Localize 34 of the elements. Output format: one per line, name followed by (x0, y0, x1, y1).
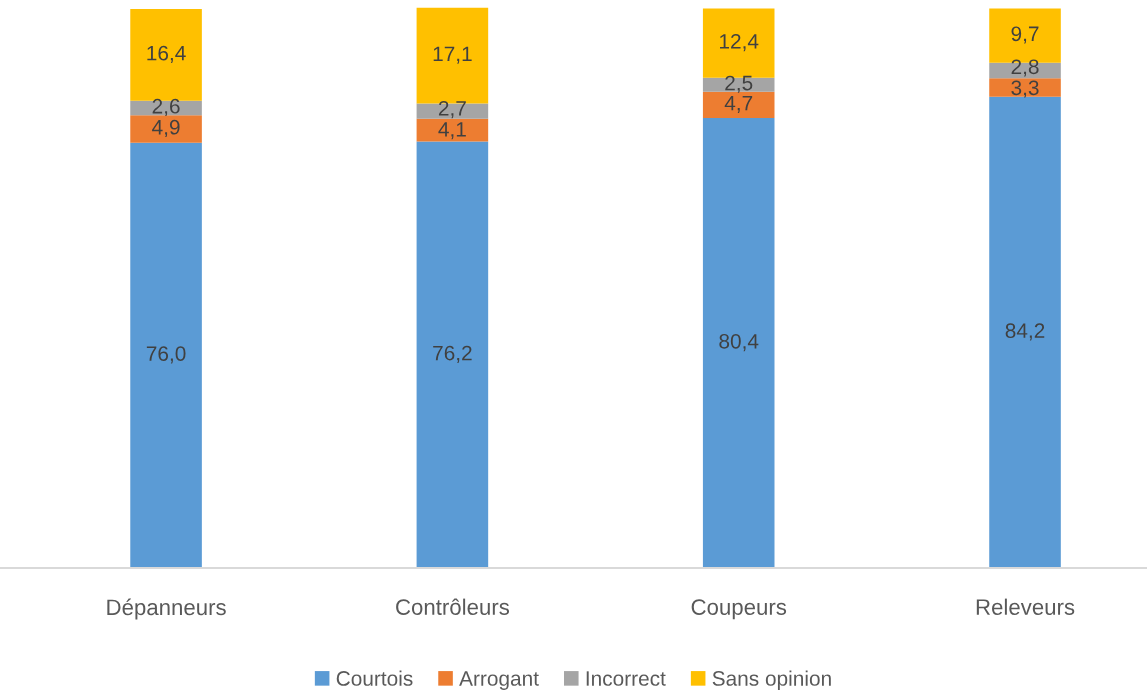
data-label: 2,5 (725, 75, 753, 93)
data-label: 16,4 (147, 45, 186, 63)
x-tick-label: Dépanneurs (107, 598, 226, 620)
x-tick-label: Releveurs (976, 598, 1075, 615)
legend-label: Arrogant (459, 671, 539, 690)
bar (702, 91, 775, 119)
data-label: 4,7 (724, 96, 753, 113)
data-label: 84,2 (1005, 323, 1045, 341)
data-label: 4,1 (438, 122, 466, 140)
legend-label: Courtois (336, 670, 413, 686)
bar (416, 103, 489, 119)
bar (989, 78, 1061, 97)
data-label: 4,9 (152, 119, 180, 138)
bar (130, 115, 202, 143)
data-label: 2,8 (1011, 59, 1039, 77)
legend-label: Sans opinion (712, 670, 831, 690)
data-label: 17,1 (433, 46, 472, 64)
bar (702, 77, 775, 92)
data-label: 80,4 (719, 333, 759, 352)
x-tick-label: Contrôleurs (396, 598, 510, 615)
data-label: 76,2 (433, 345, 472, 363)
data-label: 76,0 (146, 346, 186, 364)
bar (130, 142, 202, 569)
data-label: 2,7 (438, 100, 466, 119)
data-label: 3,3 (1011, 80, 1039, 98)
bar (416, 141, 489, 569)
bar (702, 118, 775, 569)
data-label: 2,6 (152, 98, 180, 117)
x-tick-label: Coupeurs (691, 599, 787, 620)
bar (989, 96, 1061, 569)
data-label: 9,7 (1011, 26, 1039, 44)
legend-label: Incorrect (586, 671, 666, 686)
bar (416, 118, 489, 142)
data-label: 12,4 (720, 33, 759, 52)
